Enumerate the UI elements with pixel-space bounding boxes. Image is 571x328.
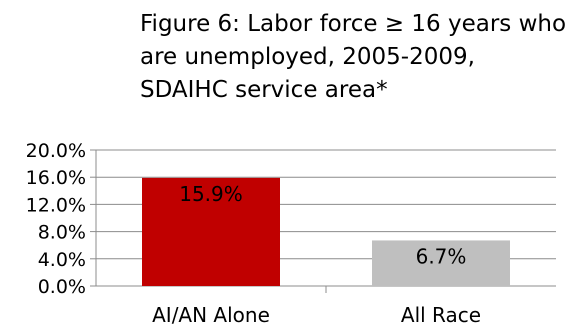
bar-0 — [142, 177, 280, 286]
data-label-1: 6.7% — [416, 244, 467, 268]
data-label-0: 15.9% — [179, 182, 243, 206]
chart-title: Figure 6: Labor force ≥ 16 years who are… — [140, 11, 567, 103]
y-tick-label-5: 20.0% — [26, 140, 86, 162]
bars — [142, 177, 510, 286]
category-label-0: AI/AN Alone — [152, 303, 270, 327]
y-tick-label-1: 4.0% — [38, 249, 86, 271]
labels: 0.0% 4.0% 8.0% 12.0% 16.0% 20.0% 15.9% AI/AN Al… — [26, 140, 481, 327]
y-tick-label-0: 0.0% — [38, 276, 86, 298]
category-label-1: All Race — [401, 303, 481, 327]
y-tick-label-4: 16.0% — [26, 167, 86, 189]
bar-1 — [372, 240, 510, 286]
y-tick-label-3: 12.0% — [26, 194, 86, 216]
y-tick-label-2: 8.0% — [38, 222, 86, 244]
